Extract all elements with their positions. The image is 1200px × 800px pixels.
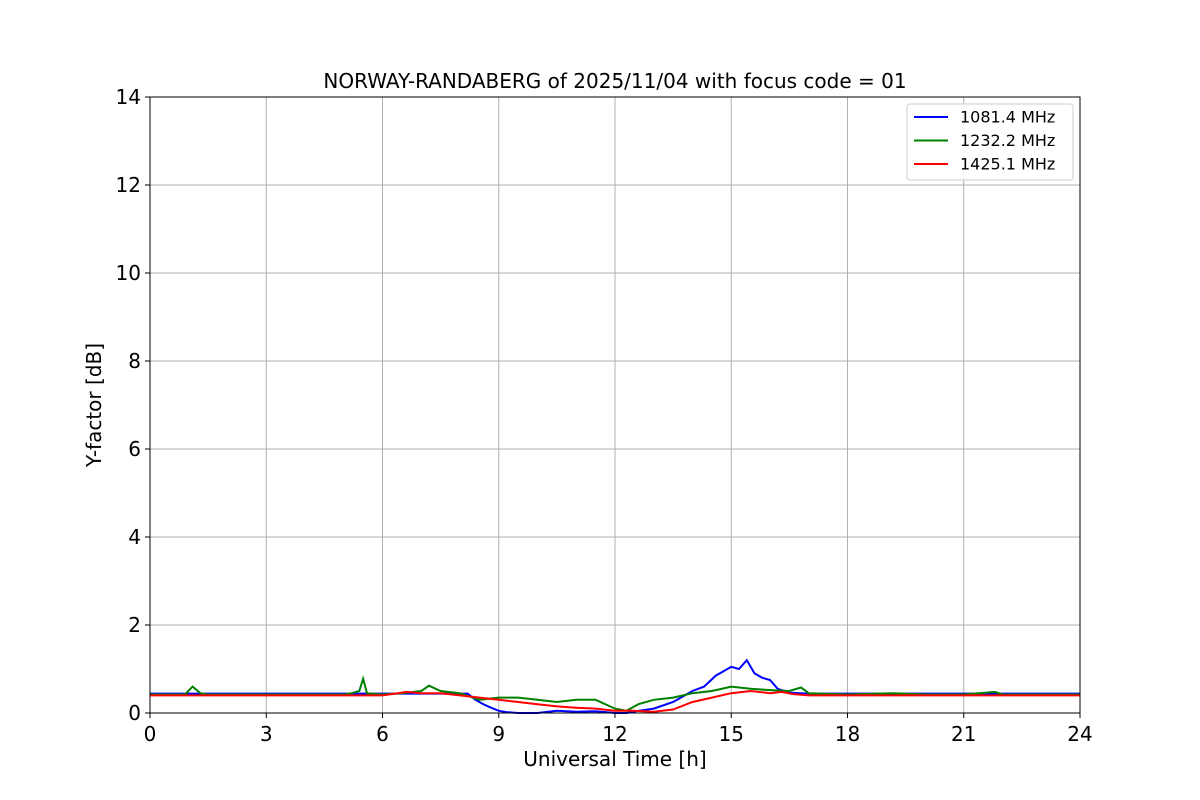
legend-box <box>906 103 1074 181</box>
x-tick-label: 3 <box>260 722 273 746</box>
legend-label: 1232.2 MHz <box>960 131 1055 150</box>
y-tick-label: 6 <box>128 437 141 461</box>
legend-label: 1081.4 MHz <box>960 108 1055 127</box>
legend-label: 1425.1 MHz <box>960 155 1055 174</box>
y-tick-label: 4 <box>128 525 141 549</box>
y-tick-label: 12 <box>116 173 141 197</box>
y-axis-label: Y-factor [dB] <box>82 343 106 468</box>
y-tick-label: 10 <box>116 261 141 285</box>
y-tick-label: 2 <box>128 613 141 637</box>
x-tick-label: 12 <box>602 722 627 746</box>
y-tick-label: 0 <box>128 701 141 725</box>
grid-lines <box>149 96 1081 714</box>
x-tick-label: 21 <box>951 722 976 746</box>
x-tick-label: 24 <box>1067 722 1092 746</box>
x-axis-label: Universal Time [h] <box>523 747 706 771</box>
legend: 1081.4 MHz 1232.2 MHz 1425.1 MHz <box>906 103 1074 181</box>
x-tick-label: 9 <box>492 722 505 746</box>
x-tick-label: 15 <box>719 722 744 746</box>
series-layer <box>150 658 1080 714</box>
x-tick-label: 0 <box>144 722 157 746</box>
y-tick-label: 14 <box>116 85 141 109</box>
y-tick-label: 8 <box>128 349 141 373</box>
x-tick-label: 6 <box>376 722 389 746</box>
series-line-3 <box>150 689 1080 713</box>
x-tick-label: 18 <box>835 722 860 746</box>
chart-title: NORWAY-RANDABERG of 2025/11/04 with focu… <box>323 69 906 93</box>
